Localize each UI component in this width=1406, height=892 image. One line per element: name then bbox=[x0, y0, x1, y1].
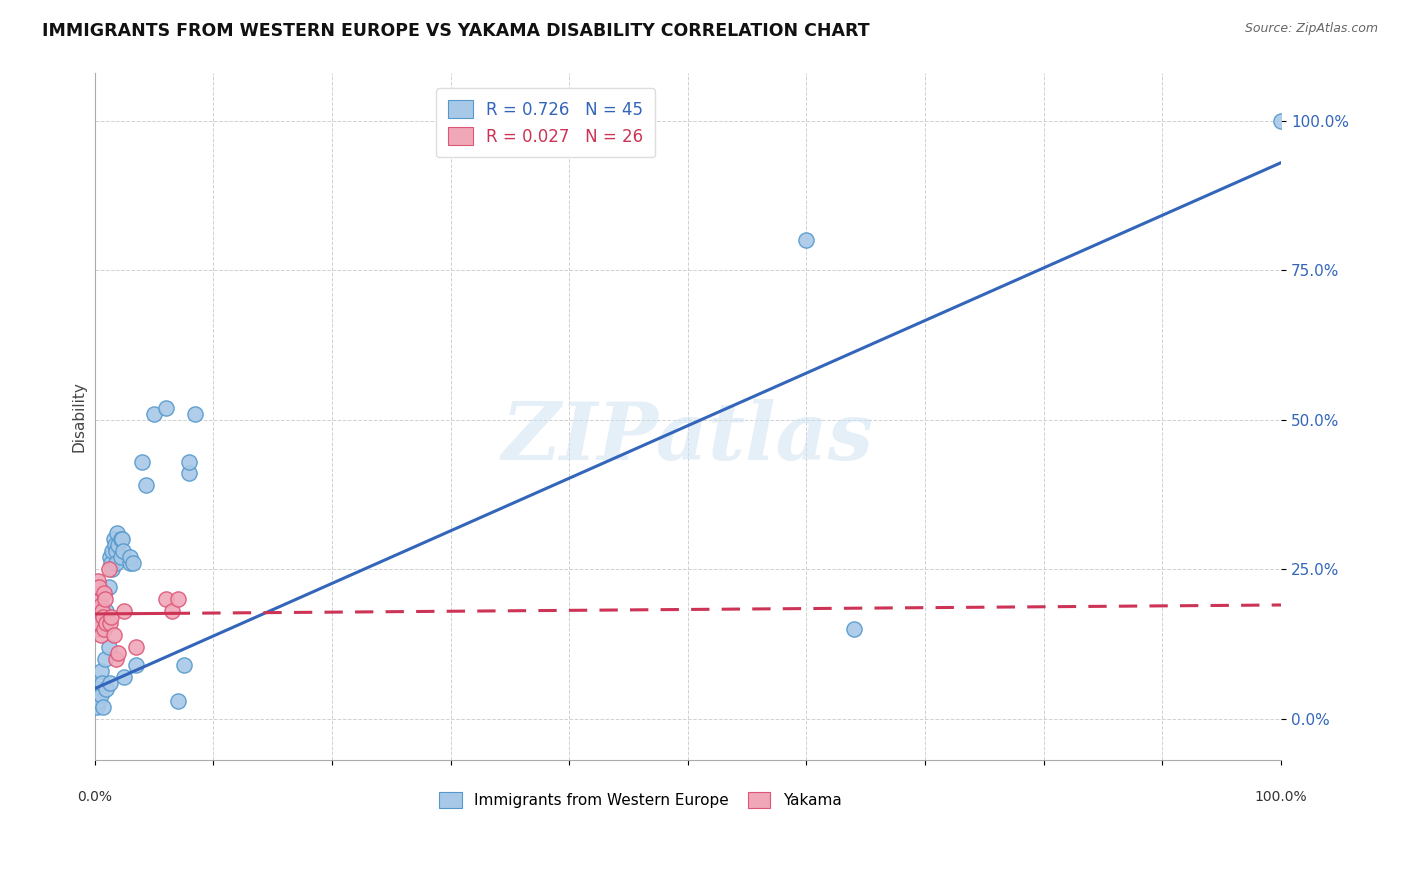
Legend: Immigrants from Western Europe, Yakama: Immigrants from Western Europe, Yakama bbox=[433, 786, 848, 814]
Point bbox=[90, 675, 112, 690]
Point bbox=[103, 628, 125, 642]
Point bbox=[91, 610, 114, 624]
Point bbox=[89, 688, 111, 702]
Point bbox=[104, 556, 127, 570]
Point bbox=[184, 407, 207, 421]
Point bbox=[155, 592, 177, 607]
Point bbox=[84, 592, 107, 607]
Point bbox=[101, 544, 124, 558]
Point bbox=[100, 610, 122, 624]
Point bbox=[101, 562, 124, 576]
Point bbox=[93, 586, 115, 600]
Point bbox=[89, 615, 111, 630]
Point bbox=[107, 538, 129, 552]
Point bbox=[100, 556, 122, 570]
Point bbox=[96, 681, 118, 696]
Point bbox=[120, 550, 142, 565]
Point bbox=[98, 550, 121, 565]
Point bbox=[94, 592, 117, 607]
Point bbox=[93, 622, 115, 636]
Text: Source: ZipAtlas.com: Source: ZipAtlas.com bbox=[1244, 22, 1378, 36]
Y-axis label: Disability: Disability bbox=[72, 381, 86, 452]
Point bbox=[121, 556, 143, 570]
Point bbox=[97, 562, 120, 576]
Point bbox=[160, 604, 183, 618]
Point bbox=[131, 454, 153, 468]
Point bbox=[1270, 113, 1292, 128]
Point bbox=[91, 699, 114, 714]
Point bbox=[796, 233, 818, 247]
Point bbox=[107, 646, 129, 660]
Point bbox=[86, 580, 108, 594]
Point bbox=[89, 628, 111, 642]
Point bbox=[96, 604, 118, 618]
Point bbox=[97, 580, 120, 594]
Point bbox=[179, 467, 201, 481]
Point bbox=[98, 615, 121, 630]
Point bbox=[90, 604, 112, 618]
Point bbox=[89, 664, 111, 678]
Point bbox=[110, 533, 132, 547]
Point bbox=[112, 604, 135, 618]
Point bbox=[87, 574, 110, 588]
Point bbox=[87, 622, 110, 636]
Point bbox=[125, 657, 148, 672]
Point bbox=[104, 544, 127, 558]
Point bbox=[104, 538, 127, 552]
Point bbox=[173, 657, 195, 672]
Point bbox=[104, 652, 127, 666]
Point bbox=[166, 693, 188, 707]
Point bbox=[112, 544, 135, 558]
Point bbox=[166, 592, 188, 607]
Point bbox=[86, 604, 108, 618]
Point bbox=[842, 622, 865, 636]
Point bbox=[98, 675, 121, 690]
Point bbox=[103, 533, 125, 547]
Point bbox=[97, 640, 120, 654]
Point bbox=[89, 693, 111, 707]
Point bbox=[86, 699, 108, 714]
Point bbox=[135, 478, 157, 492]
Text: 100.0%: 100.0% bbox=[1254, 790, 1308, 805]
Point bbox=[93, 622, 115, 636]
Point bbox=[112, 670, 135, 684]
Point bbox=[89, 580, 111, 594]
Point bbox=[89, 598, 111, 612]
Text: ZIPatlas: ZIPatlas bbox=[502, 399, 875, 476]
Point bbox=[125, 640, 148, 654]
Point bbox=[111, 533, 134, 547]
Point bbox=[179, 454, 201, 468]
Point bbox=[87, 681, 110, 696]
Point bbox=[142, 407, 165, 421]
Point bbox=[94, 652, 117, 666]
Point bbox=[110, 550, 132, 565]
Point bbox=[155, 401, 177, 415]
Point bbox=[120, 556, 142, 570]
Point bbox=[105, 526, 128, 541]
Point bbox=[96, 615, 118, 630]
Text: 0.0%: 0.0% bbox=[77, 790, 112, 805]
Text: IMMIGRANTS FROM WESTERN EUROPE VS YAKAMA DISABILITY CORRELATION CHART: IMMIGRANTS FROM WESTERN EUROPE VS YAKAMA… bbox=[42, 22, 870, 40]
